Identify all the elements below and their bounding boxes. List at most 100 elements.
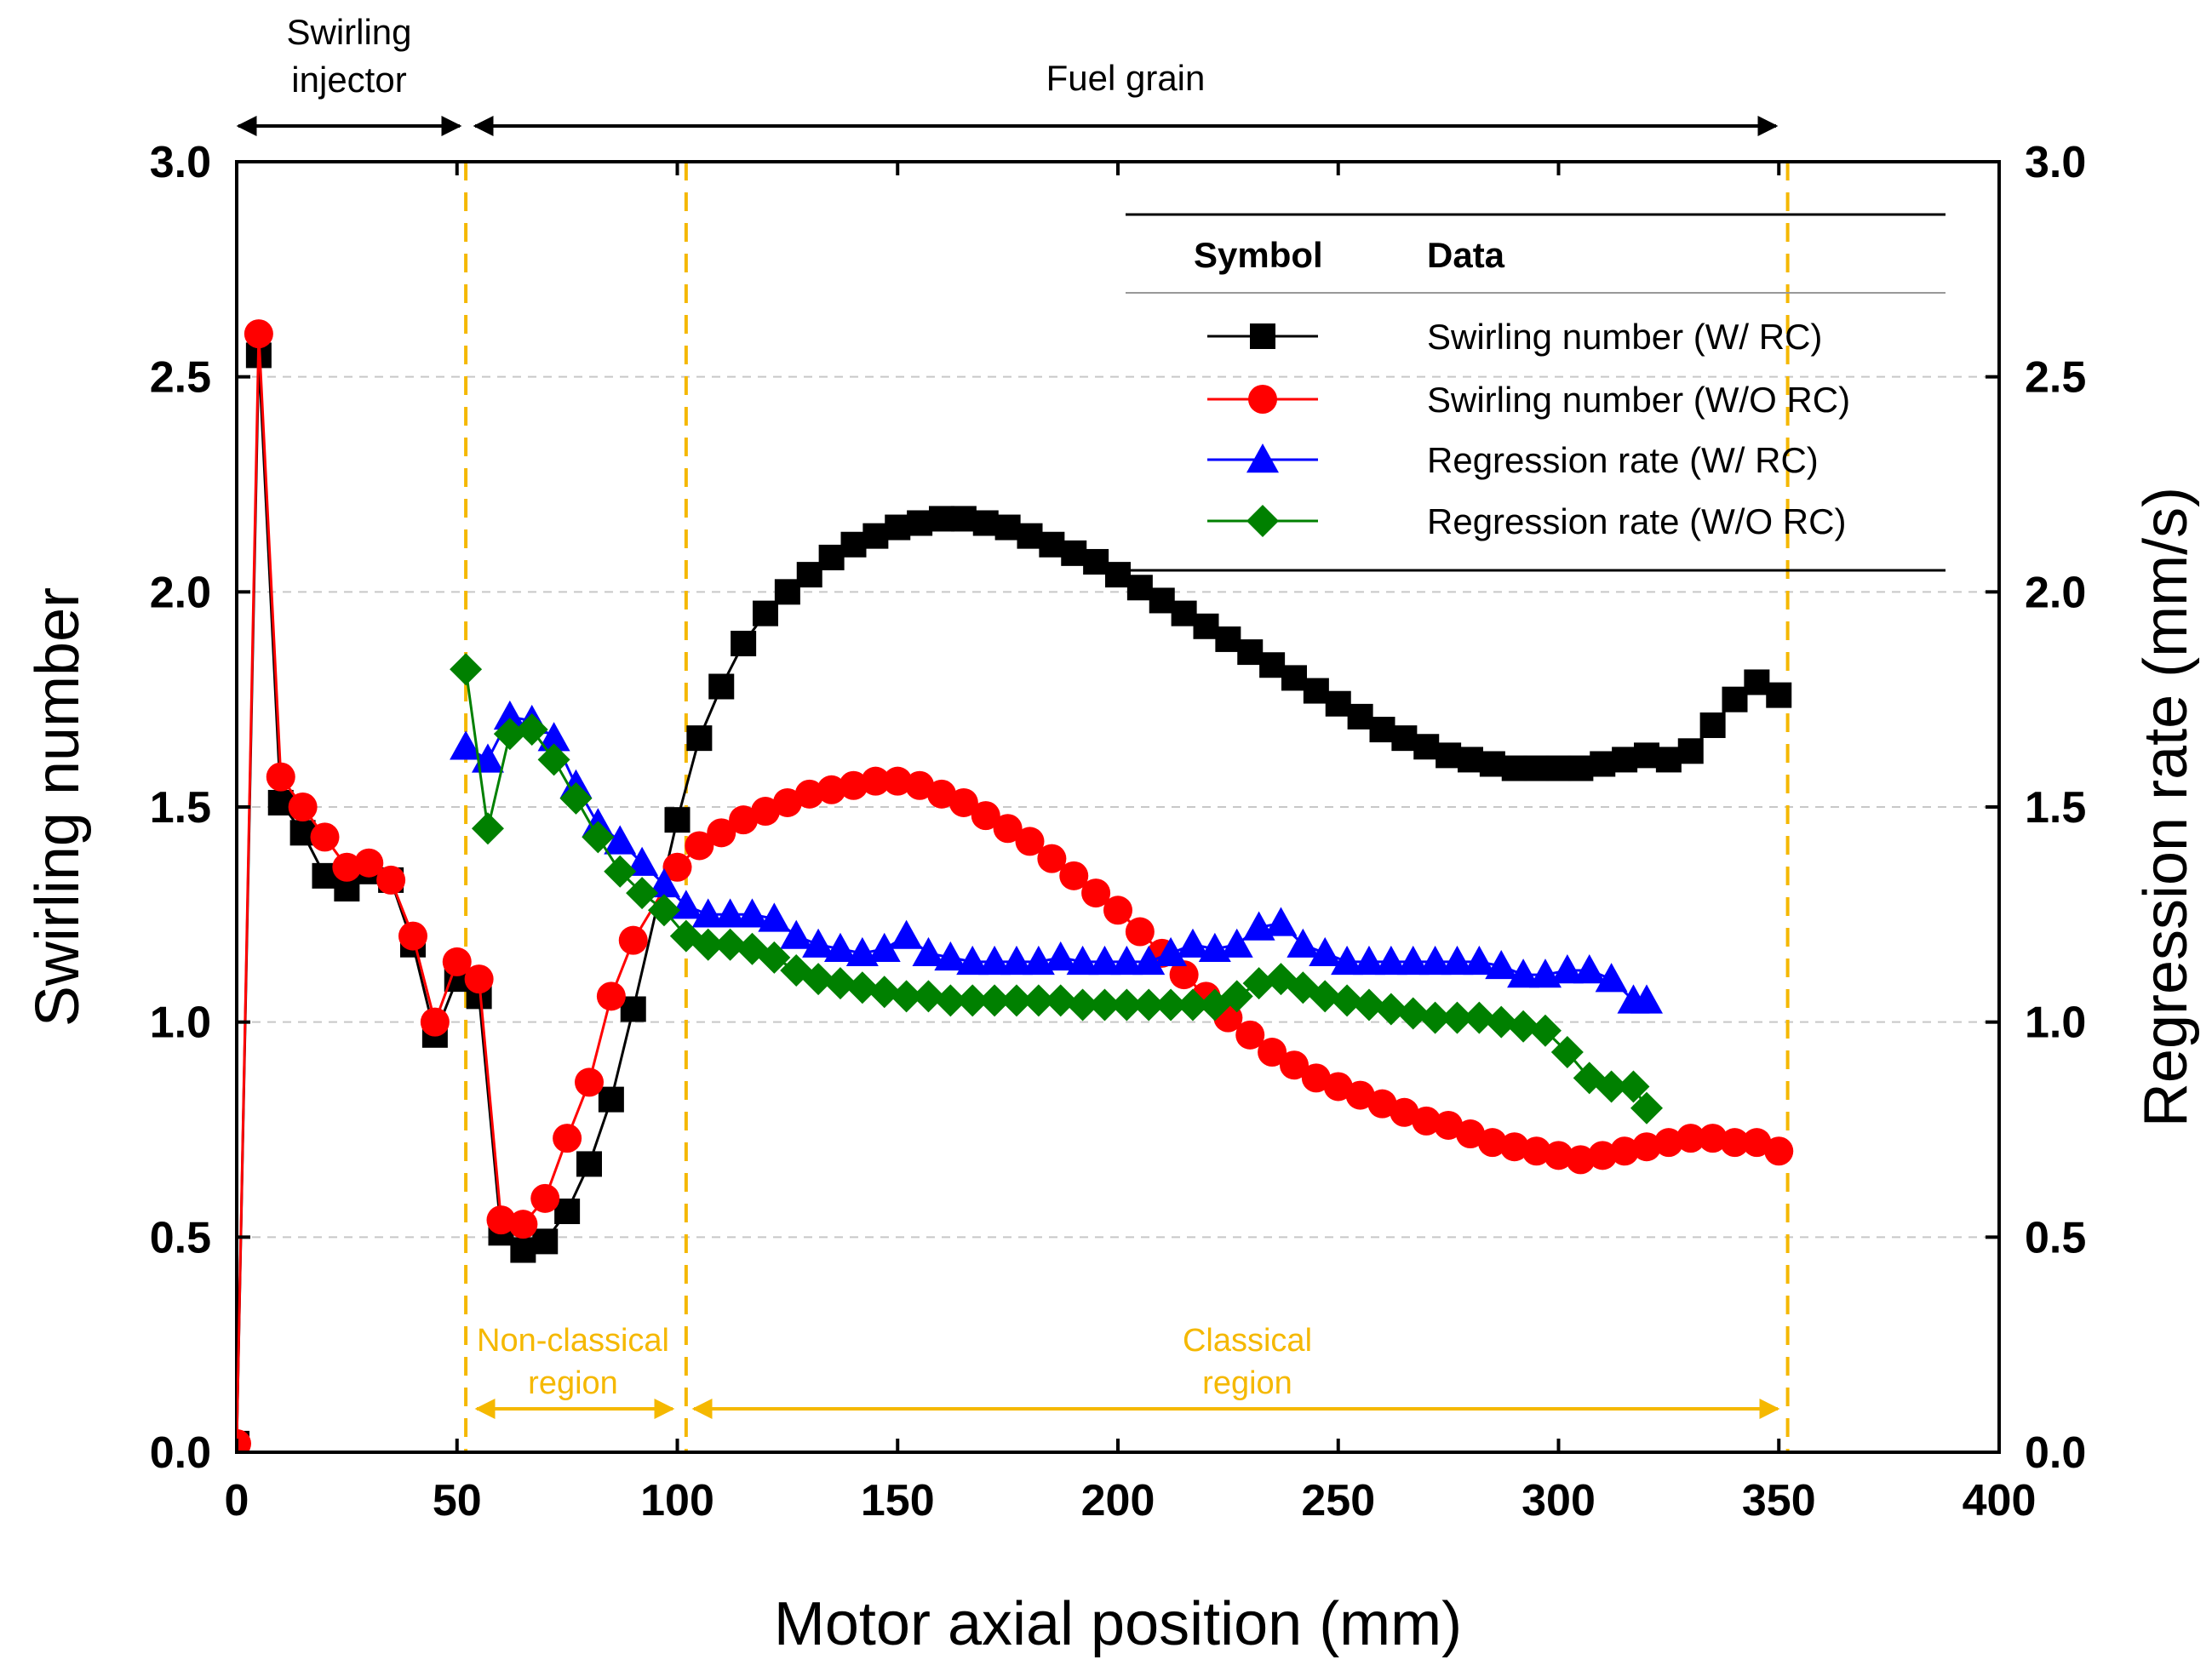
data-point-swirling-number-w-rc-44: [1215, 626, 1241, 652]
data-point-regression-rate-w-o-rc-12: [713, 928, 747, 961]
y-right-tick-label-0: 0.0: [2025, 1428, 2086, 1478]
data-point-regression-rate-w-o-rc-0: [450, 653, 483, 686]
annotation-nonclassical-line1: Non-classical: [477, 1323, 669, 1359]
data-point-regression-rate-w-o-rc-24: [978, 984, 1011, 1017]
data-point-swirling-number-w-o-rc-0: [237, 1428, 251, 1452]
data-point-regression-rate-w-o-rc-8: [626, 877, 659, 910]
axis-ticks: 0 50 100 150 200 250 300 350 4000.00.51.01.52.02…: [150, 138, 2087, 1525]
data-point-swirling-number-w-rc-46: [1259, 652, 1286, 678]
data-point-regression-rate-w-rc-23: [956, 945, 989, 976]
data-point-swirling-number-w-o-rc-15: [553, 1124, 582, 1153]
data-point-regression-rate-w-o-rc-27: [1044, 984, 1077, 1017]
data-point-swirling-number-w-o-rc-32: [948, 787, 978, 817]
data-point-swirling-number-w-o-rc-67: [1720, 1128, 1750, 1158]
data-point-swirling-number-w-o-rc-62: [1610, 1136, 1640, 1166]
data-point-regression-rate-w-rc-45: [1441, 945, 1474, 976]
x-tick-label-5: 250: [1301, 1476, 1375, 1525]
annotation-swirling-injector-line1: Swirling: [286, 12, 411, 52]
y-left-tick-label-3: 1.5: [150, 783, 211, 833]
data-point-swirling-number-w-rc-50: [1347, 703, 1373, 730]
data-point-regression-rate-w-rc-9: [647, 867, 680, 898]
legend-entries: Swirling number (W/ RC) Swirling number (…: [1207, 317, 1850, 541]
data-point-swirling-number-w-rc-52: [1391, 725, 1418, 752]
data-point-swirling-number-w-o-rc-11: [464, 964, 494, 994]
data-point-regression-rate-w-rc-48: [1507, 959, 1540, 988]
data-point-swirling-number-w-rc-55: [1458, 747, 1483, 773]
data-point-swirling-number-w-o-rc-28: [861, 766, 891, 796]
legend-label-regression-rate-w-o-rc: Regression rate (W/O RC): [1427, 501, 1846, 541]
data-point-swirling-number-w-rc-47: [1281, 665, 1307, 691]
data-point-swirling-number-w-rc-20: [686, 725, 713, 752]
data-point-swirling-number-w-rc-34: [994, 514, 1021, 541]
data-point-regression-rate-w-o-rc-21: [912, 980, 945, 1013]
data-point-swirling-number-w-rc-66: [1699, 712, 1726, 738]
data-point-swirling-number-w-o-rc-13: [508, 1210, 538, 1239]
data-point-swirling-number-w-o-rc-55: [1456, 1119, 1485, 1149]
data-point-swirling-number-w-rc-60: [1567, 755, 1594, 781]
data-point-regression-rate-w-o-rc-50: [1550, 1036, 1584, 1069]
data-point-swirling-number-w-o-rc-56: [1477, 1128, 1507, 1158]
data-point-regression-rate-w-o-rc-35: [1220, 980, 1253, 1013]
data-point-regression-rate-w-rc-33: [1176, 928, 1209, 958]
data-point-swirling-number-w-rc-40: [1126, 575, 1153, 601]
y-left-tick-label-0: 0.0: [150, 1428, 211, 1478]
data-point-swirling-number-w-rc-22: [731, 630, 757, 656]
x-tick-label-8: 400: [1963, 1476, 2037, 1525]
data-point-regression-rate-w-o-rc-22: [934, 984, 967, 1017]
data-point-swirling-number-w-o-rc-29: [883, 766, 913, 796]
data-point-regression-rate-w-rc-47: [1485, 949, 1518, 980]
data-point-swirling-number-w-rc-33: [972, 510, 999, 536]
data-point-swirling-number-w-o-rc-60: [1566, 1145, 1596, 1175]
data-point-swirling-number-w-o-rc-58: [1521, 1136, 1551, 1166]
data-point-swirling-number-w-o-rc-63: [1632, 1132, 1661, 1162]
data-point-swirling-number-w-o-rc-17: [596, 981, 626, 1011]
data-point-swirling-number-w-rc-56: [1479, 751, 1505, 777]
data-point-regression-rate-w-rc-19: [868, 932, 901, 962]
data-point-regression-rate-w-o-rc-23: [956, 984, 989, 1017]
series-regression-rate-w-rc: [450, 700, 1663, 1014]
data-point-regression-rate-w-rc-13: [736, 898, 769, 928]
data-point-swirling-number-w-o-rc-66: [1698, 1124, 1728, 1153]
data-point-swirling-number-w-o-rc-26: [817, 775, 846, 804]
data-point-regression-rate-w-o-rc-36: [1242, 967, 1275, 1000]
data-point-swirling-number-w-rc-13: [510, 1237, 536, 1263]
data-point-swirling-number-w-rc-30: [907, 510, 933, 536]
data-point-swirling-number-w-o-rc-7: [376, 865, 406, 895]
data-point-regression-rate-w-o-rc-32: [1155, 988, 1188, 1021]
data-point-swirling-number-w-rc-36: [1039, 531, 1065, 558]
data-point-swirling-number-w-rc-51: [1369, 717, 1395, 743]
x-tick-label-6: 300: [1521, 1476, 1596, 1525]
y-axis-right-title: Regression rate (mm/s): [2132, 487, 2200, 1127]
data-point-swirling-number-w-o-rc-33: [971, 801, 1000, 831]
data-point-regression-rate-w-rc-43: [1396, 945, 1430, 976]
data-point-swirling-number-w-rc-45: [1237, 639, 1264, 666]
data-point-swirling-number-w-o-rc-40: [1125, 917, 1155, 947]
data-point-regression-rate-w-rc-21: [912, 936, 945, 967]
data-point-regression-rate-w-o-rc-4: [537, 743, 570, 776]
data-point-regression-rate-w-o-rc-11: [691, 928, 725, 961]
annotation-swirling-injector-line2: injector: [291, 60, 406, 100]
data-point-swirling-number-w-o-rc-38: [1081, 878, 1111, 908]
data-point-regression-rate-w-o-rc-29: [1088, 988, 1121, 1021]
data-point-swirling-number-w-rc-53: [1413, 734, 1440, 760]
data-point-swirling-number-w-o-rc-5: [332, 852, 362, 882]
data-point-regression-rate-w-rc-0: [450, 730, 483, 760]
data-point-swirling-number-w-o-rc-23: [751, 797, 780, 827]
data-point-swirling-number-w-o-rc-21: [707, 818, 736, 848]
data-point-swirling-number-w-rc-35: [1017, 523, 1043, 549]
data-point-swirling-number-w-o-rc-1: [244, 319, 273, 349]
legend-entry-regression-rate-w-rc: Regression rate (W/ RC): [1207, 440, 1819, 480]
data-point-regression-rate-w-rc-54: [1630, 984, 1663, 1014]
data-point-regression-rate-w-rc-40: [1331, 945, 1364, 976]
data-point-regression-rate-w-rc-17: [823, 932, 857, 962]
data-point-swirling-number-w-o-rc-59: [1544, 1141, 1573, 1170]
data-point-regression-rate-w-rc-44: [1418, 945, 1452, 976]
data-point-regression-rate-w-o-rc-1: [471, 812, 504, 845]
data-point-swirling-number-w-o-rc-12: [486, 1205, 516, 1235]
data-point-swirling-number-w-o-rc-2: [266, 762, 295, 792]
data-point-swirling-number-w-rc-17: [598, 1086, 624, 1113]
legend-entry-swirling-number-w-rc: Swirling number (W/ RC): [1207, 317, 1822, 357]
data-point-swirling-number-w-o-rc-20: [685, 831, 714, 861]
data-point-swirling-number-w-rc-14: [532, 1228, 559, 1255]
legend-marker-regression-rate-w-rc: [1246, 444, 1279, 473]
